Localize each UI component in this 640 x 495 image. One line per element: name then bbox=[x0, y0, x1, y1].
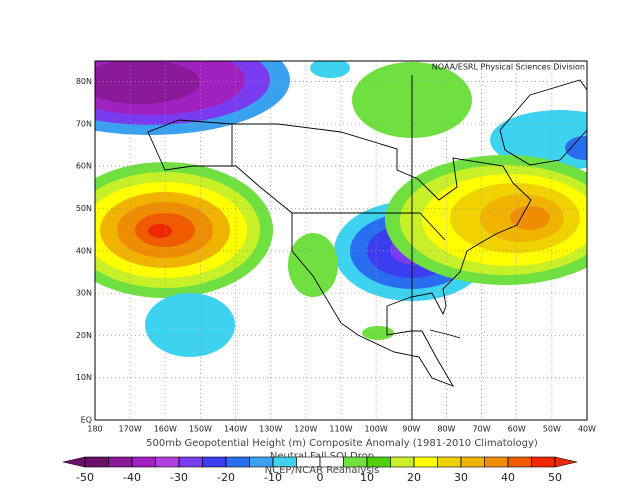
lon-label: 50W bbox=[543, 425, 561, 434]
colorbar-label: 20 bbox=[407, 471, 421, 484]
lon-label: 70W bbox=[473, 425, 491, 434]
colorbar-cell bbox=[437, 456, 462, 468]
lon-label: 60W bbox=[508, 425, 526, 434]
caption: NCEP/NCAR Reanalysis bbox=[265, 465, 380, 476]
colorbar-label: -40 bbox=[123, 471, 141, 484]
colorbar-cell bbox=[131, 456, 156, 468]
colorbar-label: 0 bbox=[317, 471, 324, 484]
lon-label: 130W bbox=[259, 425, 282, 434]
lat-label: 50N bbox=[76, 204, 92, 213]
caption: Neutral Fall SOI Drop bbox=[270, 451, 374, 462]
anomaly-field bbox=[95, 61, 587, 357]
lon-label: 110W bbox=[329, 425, 352, 434]
colorbar-cell bbox=[84, 456, 109, 468]
lat-label: 70N bbox=[76, 119, 92, 128]
colorbar-cell bbox=[460, 456, 485, 468]
lon-label: 40W bbox=[578, 425, 596, 434]
colorbar-cell bbox=[531, 456, 556, 468]
colorbar-cell bbox=[507, 456, 532, 468]
credit: NOAA/ESRL Physical Sciences Division bbox=[432, 63, 585, 72]
colorbar-cell bbox=[484, 456, 509, 468]
colorbar-cell bbox=[155, 456, 180, 468]
lon-label: 100W bbox=[365, 425, 388, 434]
lat-label: 60N bbox=[76, 162, 92, 171]
lon-label: 120W bbox=[294, 425, 317, 434]
colorbar-cell bbox=[413, 456, 438, 468]
lat-label: 30N bbox=[76, 289, 92, 298]
colorbar-arrow bbox=[62, 456, 86, 468]
colorbar-label: 30 bbox=[454, 471, 468, 484]
lon-label: 170W bbox=[119, 425, 142, 434]
lon-label: 90W bbox=[402, 425, 420, 434]
colorbar-label: 50 bbox=[548, 471, 562, 484]
lon-label: 180 bbox=[87, 425, 102, 434]
colorbar-cell bbox=[202, 456, 227, 468]
lat-label: 20N bbox=[76, 331, 92, 340]
caption: 500mb Geopotential Height (m) Composite … bbox=[146, 438, 538, 449]
lat-label: EQ bbox=[81, 416, 92, 425]
colorbar-label: -20 bbox=[217, 471, 235, 484]
lon-label: 160W bbox=[154, 425, 177, 434]
colorbar-cell bbox=[178, 456, 203, 468]
lon-label: 150W bbox=[189, 425, 212, 434]
lon-label: 140W bbox=[224, 425, 247, 434]
colorbar-label: -50 bbox=[76, 471, 94, 484]
map-frame bbox=[94, 60, 588, 421]
colorbar-cell bbox=[390, 456, 415, 468]
colorbar-label: 10 bbox=[360, 471, 374, 484]
lat-label: 10N bbox=[76, 373, 92, 382]
colorbar-label: -10 bbox=[264, 471, 282, 484]
colorbar-cell bbox=[225, 456, 250, 468]
colorbar-cell bbox=[108, 456, 133, 468]
lon-label: 80W bbox=[437, 425, 455, 434]
lat-label: 40N bbox=[76, 246, 92, 255]
colorbar: -50 -40 -30 -20 -10 0 10 20 30 40 50 bbox=[62, 456, 578, 484]
colorbar-arrow bbox=[554, 456, 578, 468]
lat-label: 80N bbox=[76, 77, 92, 86]
colorbar-label: 40 bbox=[501, 471, 515, 484]
colorbar-label: -30 bbox=[170, 471, 188, 484]
